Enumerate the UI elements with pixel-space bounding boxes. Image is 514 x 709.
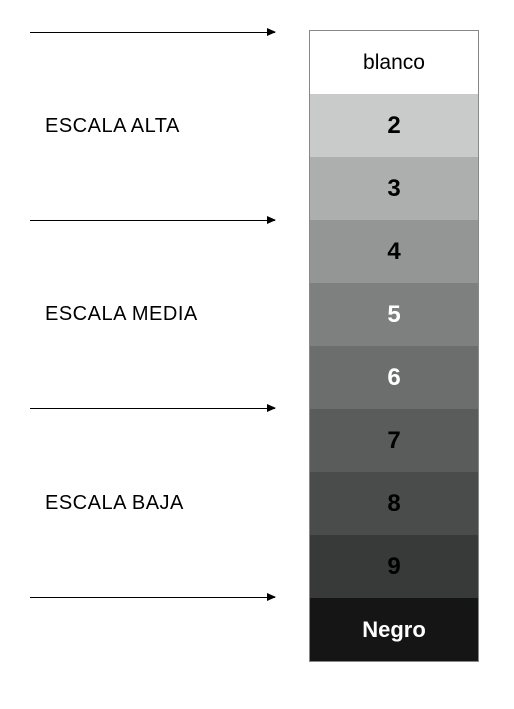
swatch-3: 3 [310,157,478,220]
swatch-blanco: blanco [310,31,478,94]
labels-area: ESCALA ALTA ESCALA MEDIA ESCALA BAJA [0,0,295,709]
scale-label-high: ESCALA ALTA [45,115,180,138]
arrow-divider-4 [30,597,275,598]
scale-label-mid: ESCALA MEDIA [45,303,198,326]
arrow-divider-1 [30,32,275,33]
swatch-Negro: Negro [310,598,478,661]
arrow-divider-3 [30,408,275,409]
swatch-2: 2 [310,94,478,157]
swatch-4: 4 [310,220,478,283]
swatch-8: 8 [310,472,478,535]
scale-label-low: ESCALA BAJA [45,492,184,515]
grayscale-column: blanco23456789Negro [309,30,479,662]
swatch-5: 5 [310,283,478,346]
swatch-6: 6 [310,346,478,409]
swatch-7: 7 [310,409,478,472]
swatch-9: 9 [310,535,478,598]
arrow-divider-2 [30,220,275,221]
